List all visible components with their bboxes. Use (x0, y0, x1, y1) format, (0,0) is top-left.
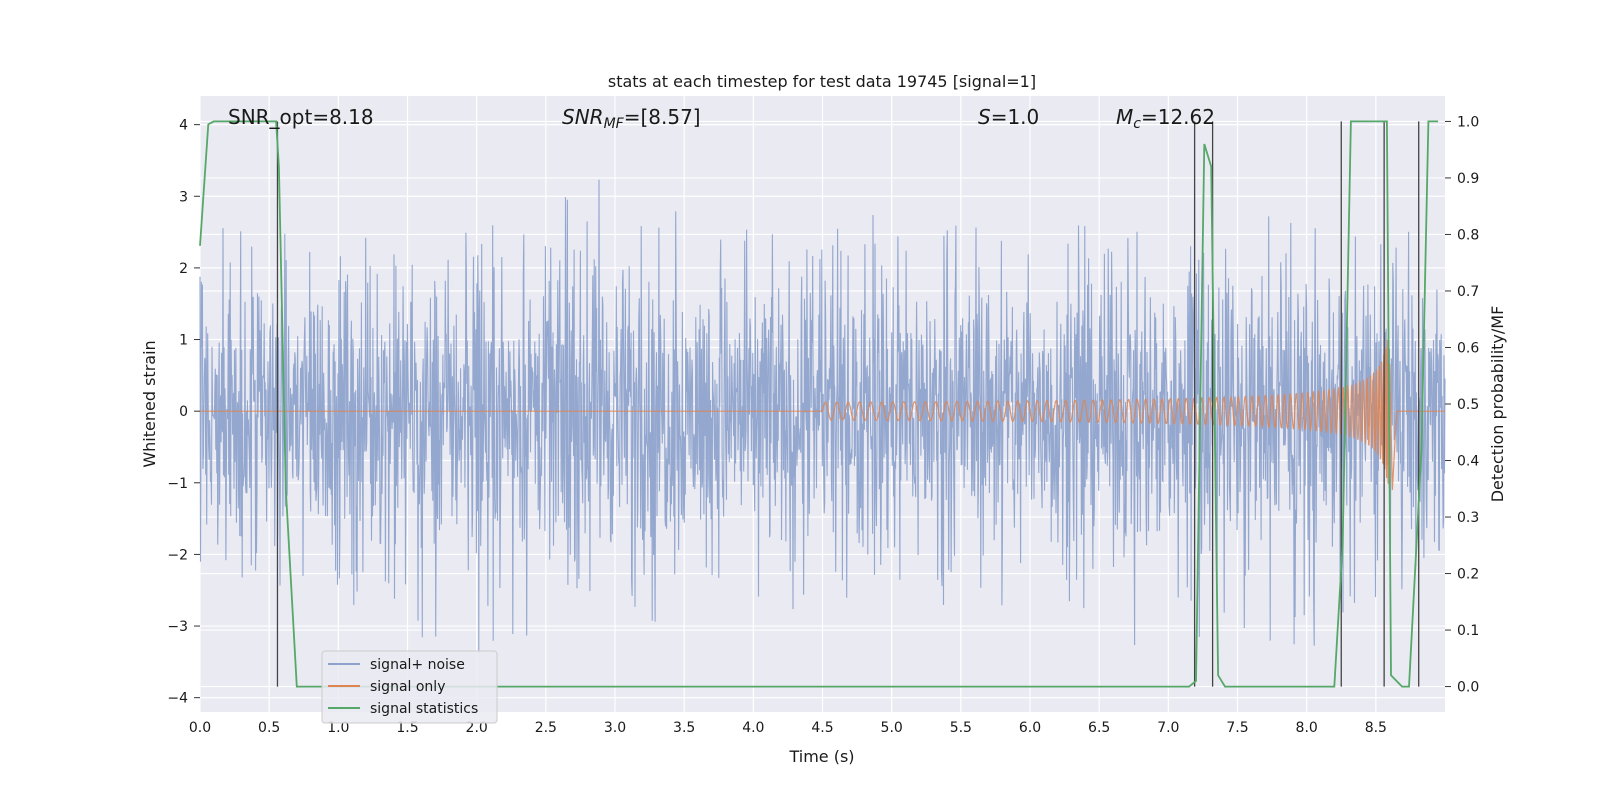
mc-value: =12.62 (1141, 105, 1215, 129)
series-signal-noise (199, 179, 1446, 654)
legend-box (321, 650, 498, 724)
snr-mf-subscript: MF (604, 116, 625, 132)
legend: signal+ noise signal only signal statist… (321, 650, 498, 724)
right-y-tick-label: 0.7 (1457, 284, 1479, 300)
signal-only-line (199, 339, 1445, 491)
right-y-tick-label: 1.0 (1457, 114, 1479, 130)
y-tick-label: −4 (167, 691, 188, 707)
y-tick-label: 0 (179, 404, 188, 420)
right-y-axis-label: Detection probability/MF (1488, 306, 1507, 503)
right-y-tick-label: 0.0 (1457, 680, 1479, 696)
x-tick-label: 7.5 (1226, 720, 1248, 736)
x-tick-label: 6.0 (1019, 720, 1041, 736)
s-symbol: S (978, 105, 991, 129)
x-tick-label: 4.5 (811, 720, 833, 736)
y-tick-label: 2 (179, 261, 188, 277)
right-y-tick-label: 0.1 (1457, 623, 1479, 639)
y-tick-label: −2 (167, 547, 188, 563)
series-signal-only (199, 339, 1445, 491)
x-tick-label: 7.0 (1157, 720, 1179, 736)
mc-annotation: Mc=12.62 (1116, 105, 1215, 132)
legend-label-signal-statistics: signal statistics (370, 701, 478, 717)
y-axis-label: Whitened strain (140, 340, 159, 467)
x-tick-label: 5.0 (881, 720, 903, 736)
mc-symbol: M (1116, 105, 1133, 129)
s-value: =1.0 (991, 105, 1040, 129)
x-tick-label: 1.0 (327, 720, 349, 736)
x-tick-label: 4.0 (742, 720, 764, 736)
right-y-tick-label: 0.8 (1457, 227, 1479, 243)
x-tick-label: 8.5 (1365, 720, 1387, 736)
x-tick-label: 0.5 (258, 720, 280, 736)
x-tick-label: 1.5 (396, 720, 418, 736)
right-y-tick-label: 0.2 (1457, 567, 1479, 583)
signal-noise-line (199, 179, 1446, 654)
x-tick-label: 2.0 (466, 720, 488, 736)
legend-label-signal-noise: signal+ noise (370, 657, 465, 673)
legend-label-signal-only: signal only (370, 679, 445, 695)
x-tick-label: 3.0 (604, 720, 626, 736)
snr-mf-annotation: SNRMF=[8.57] (562, 105, 701, 132)
y-tick-label: 4 (179, 118, 188, 134)
x-tick-label: 8.0 (1296, 720, 1318, 736)
x-tick-label: 3.5 (673, 720, 695, 736)
right-y-tick-label: 0.4 (1457, 454, 1479, 470)
signal-statistics-line (199, 120, 1439, 688)
y-tick-label: 1 (179, 333, 188, 349)
y-tick-label: −1 (167, 476, 188, 492)
snr-mf-value: =[8.57] (624, 105, 701, 129)
right-y-axis-ticks: 1.0 0.9 0.8 0.7 0.6 0.5 0.4 0.3 0.2 0.1 0.0 (1445, 114, 1479, 696)
series-signal-statistics (199, 120, 1439, 688)
snr-opt-annotation: SNR_opt=8.18 (228, 105, 374, 129)
x-tick-label: 6.5 (1088, 720, 1110, 736)
x-axis-label: Time (s) (788, 747, 854, 766)
x-tick-label: 2.5 (535, 720, 557, 736)
x-axis-ticks: 0.0 0.5 1.0 1.5 2.0 2.5 3.0 3.5 4.0 4.5 5.0 5.5 6.0 6… (189, 720, 1387, 736)
mc-subscript: c (1133, 116, 1141, 132)
right-y-tick-label: 0.9 (1457, 171, 1479, 187)
right-y-tick-label: 0.6 (1457, 340, 1479, 356)
y-tick-label: −3 (167, 619, 188, 635)
s-annotation: S=1.0 (978, 105, 1039, 129)
x-tick-label: 0.0 (189, 720, 211, 736)
snr-mf-symbol: SNR (562, 105, 604, 129)
right-y-tick-label: 0.5 (1457, 397, 1479, 413)
x-tick-label: 5.5 (950, 720, 972, 736)
y-axis-ticks: 4 3 2 1 0 −1 −2 −3 −4 (167, 118, 200, 707)
chart-title: stats at each timestep for test data 197… (608, 72, 1036, 91)
right-y-tick-label: 0.3 (1457, 510, 1479, 526)
y-tick-label: 3 (179, 189, 188, 205)
